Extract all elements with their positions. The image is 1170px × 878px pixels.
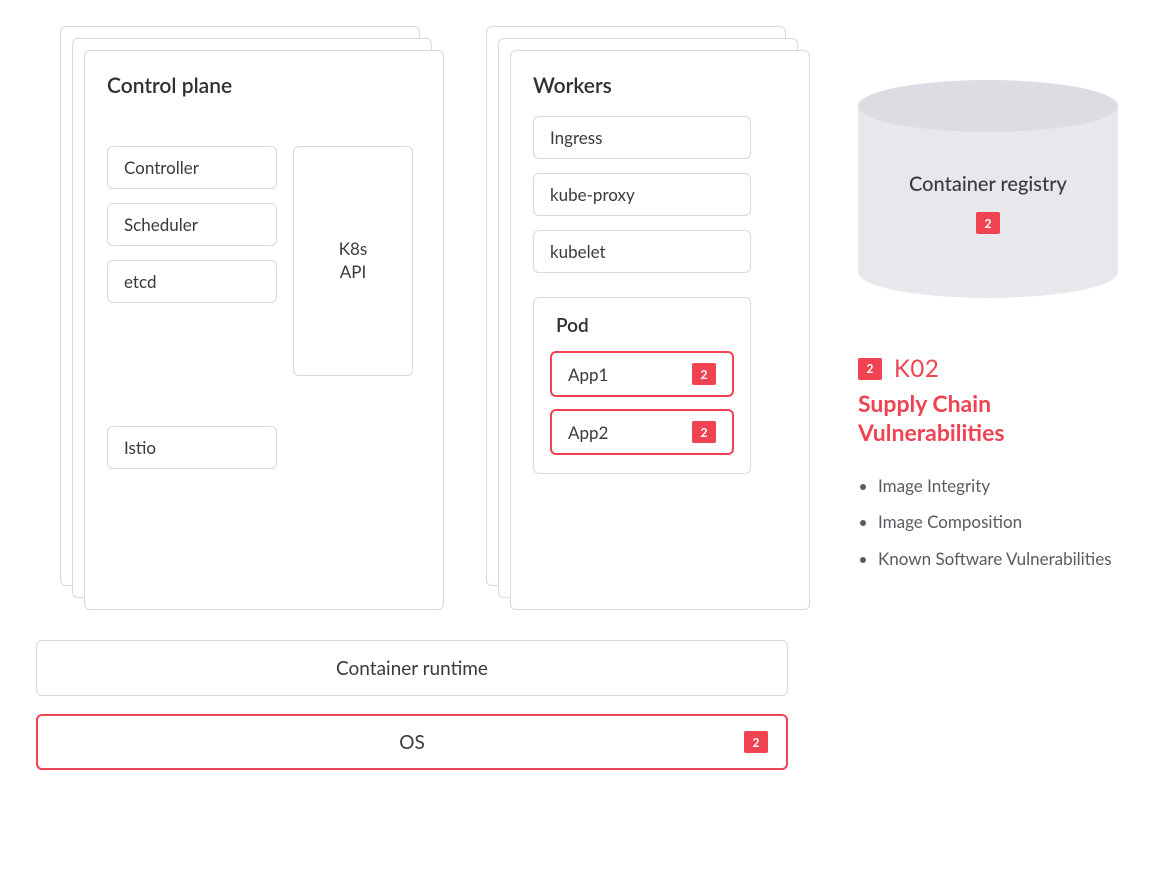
node-label: Ingress — [550, 127, 603, 148]
workers-body: Ingress kube-proxy kubelet Pod App1 2 Ap… — [533, 116, 751, 474]
control-plane-left-column: Controller Scheduler etcd — [107, 146, 277, 376]
cylinder-top — [858, 80, 1118, 132]
control-plane-stack: Control plane Controller Scheduler etcd … — [84, 50, 444, 610]
layer-os: OS 2 — [36, 714, 788, 770]
node-label: Istio — [124, 437, 156, 458]
legend-item: Image Integrity — [878, 475, 1120, 498]
pod-title: Pod — [556, 314, 734, 337]
legend-item: Known Software Vulnerabilities — [878, 548, 1120, 571]
node-label: kube-proxy — [550, 184, 635, 205]
node-kubelet: kubelet — [533, 230, 751, 273]
node-app2: App2 2 — [550, 409, 734, 455]
node-label: App1 — [568, 364, 608, 385]
pod-container: Pod App1 2 App2 2 — [533, 297, 751, 474]
node-label: App2 — [568, 422, 608, 443]
legend: 2 K02 Supply Chain Vulnerabilities Image… — [858, 354, 1120, 571]
legend-code: K02 — [894, 354, 939, 383]
control-plane-body: Controller Scheduler etcd K8s API — [107, 146, 421, 376]
registry-column: Container registry 2 2 K02 Supply Chain … — [852, 50, 1120, 585]
workers-title: Workers — [533, 73, 787, 98]
node-ingress: Ingress — [533, 116, 751, 159]
node-controller: Controller — [107, 146, 277, 189]
node-k8s-api: K8s API — [293, 146, 413, 376]
container-registry-cylinder: Container registry 2 — [858, 80, 1118, 298]
node-istio: Istio — [107, 426, 277, 469]
istio-wrap: Istio — [107, 426, 277, 469]
node-label: Controller — [124, 157, 199, 178]
legend-header: 2 K02 — [858, 354, 1120, 383]
bottom-layers: Container runtime OS 2 — [36, 640, 788, 770]
vuln-badge: 2 — [858, 358, 882, 380]
node-kube-proxy: kube-proxy — [533, 173, 751, 216]
vuln-badge: 2 — [976, 212, 1000, 234]
control-plane-title: Control plane — [107, 73, 421, 98]
control-plane-right-column: K8s API — [293, 146, 413, 376]
node-label: kubelet — [550, 241, 606, 262]
layer-label: Container runtime — [336, 657, 488, 680]
workers-stack: Workers Ingress kube-proxy kubelet Pod A… — [510, 50, 810, 610]
workers-panel: Workers Ingress kube-proxy kubelet Pod A… — [510, 50, 810, 610]
node-label: Scheduler — [124, 214, 198, 235]
registry-label: Container registry — [858, 172, 1118, 196]
diagram-canvas: Control plane Controller Scheduler etcd … — [60, 50, 1120, 770]
vuln-badge: 2 — [744, 731, 768, 753]
control-plane-panel: Control plane Controller Scheduler etcd … — [84, 50, 444, 610]
vuln-badge: 2 — [692, 421, 716, 443]
layer-container-runtime: Container runtime — [36, 640, 788, 696]
legend-list: Image Integrity Image Composition Known … — [858, 475, 1120, 572]
node-label: etcd — [124, 271, 157, 292]
node-app1: App1 2 — [550, 351, 734, 397]
layer-label: OS — [399, 731, 425, 754]
vuln-badge: 2 — [692, 363, 716, 385]
main-row: Control plane Controller Scheduler etcd … — [60, 50, 1120, 610]
node-label: K8s API — [339, 238, 367, 284]
node-scheduler: Scheduler — [107, 203, 277, 246]
legend-item: Image Composition — [878, 511, 1120, 534]
node-etcd: etcd — [107, 260, 277, 303]
legend-title: Supply Chain Vulnerabilities — [858, 389, 1120, 447]
